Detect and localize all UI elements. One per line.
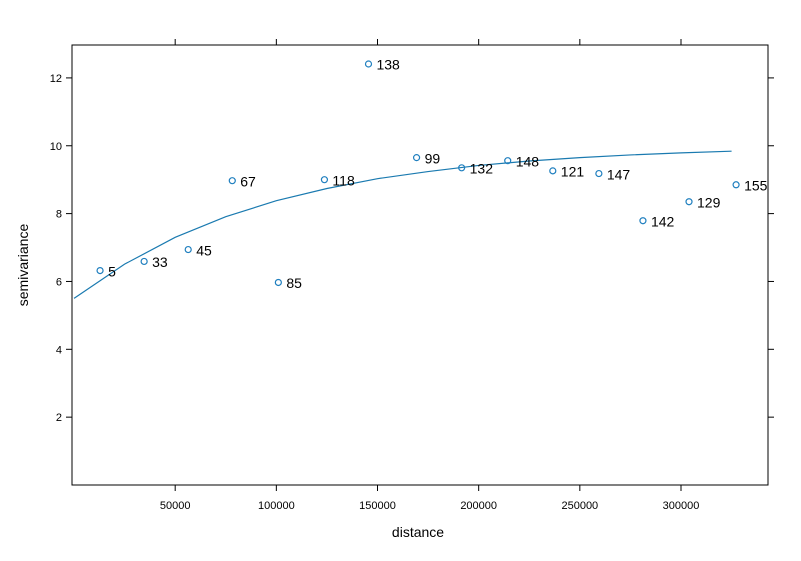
y-tick-label: 2 [56, 412, 62, 424]
data-point [504, 157, 512, 165]
y-tick-label: 8 [56, 209, 62, 221]
plot-area: 5 33 45 67 85 118 138 99 132 148 121 147 142 129 155 [73, 57, 768, 299]
data-point [320, 176, 329, 184]
data-point [364, 60, 373, 68]
x-tick-label: 50000 [160, 500, 191, 512]
point-label: 118 [332, 172, 355, 188]
plot-frame [71, 44, 769, 486]
point-label: 132 [470, 161, 494, 177]
data-point [458, 164, 466, 172]
point-label: 5 [108, 263, 116, 279]
point-label: 99 [425, 150, 441, 166]
point-label: 155 [744, 177, 768, 193]
point-label: 147 [607, 166, 631, 182]
data-point [732, 181, 740, 189]
data-point [96, 266, 104, 275]
y-tick-label: 12 [50, 73, 62, 85]
fit-line [73, 150, 732, 299]
x-tick-label: 300000 [663, 500, 700, 512]
data-point [639, 217, 647, 225]
data-point [228, 177, 236, 185]
y-axis-label: semivariance [15, 224, 31, 307]
point-label: 33 [152, 254, 168, 270]
data-point [685, 198, 693, 206]
x-tick-label: 200000 [460, 500, 497, 512]
point-label: 121 [561, 164, 585, 180]
point-label: 45 [196, 242, 212, 258]
x-axis-label: distance [392, 524, 444, 540]
point-label: 148 [516, 153, 540, 169]
x-tick-label: 150000 [359, 500, 396, 512]
point-label: 85 [286, 275, 302, 291]
point-label: 129 [697, 194, 721, 210]
data-point [549, 167, 557, 175]
point-label: 138 [376, 57, 400, 73]
data-point [184, 245, 192, 254]
x-tick-label: 250000 [561, 500, 598, 512]
data-point [595, 169, 603, 178]
y-tick-label: 6 [56, 276, 62, 288]
y-tick-label: 4 [56, 344, 62, 356]
data-point [140, 257, 148, 266]
data-point [274, 278, 282, 287]
data-point [412, 154, 421, 162]
y-tick-label: 10 [50, 141, 62, 153]
point-label: 67 [240, 173, 256, 189]
x-tick-label: 100000 [258, 500, 295, 512]
point-label: 142 [651, 213, 675, 229]
